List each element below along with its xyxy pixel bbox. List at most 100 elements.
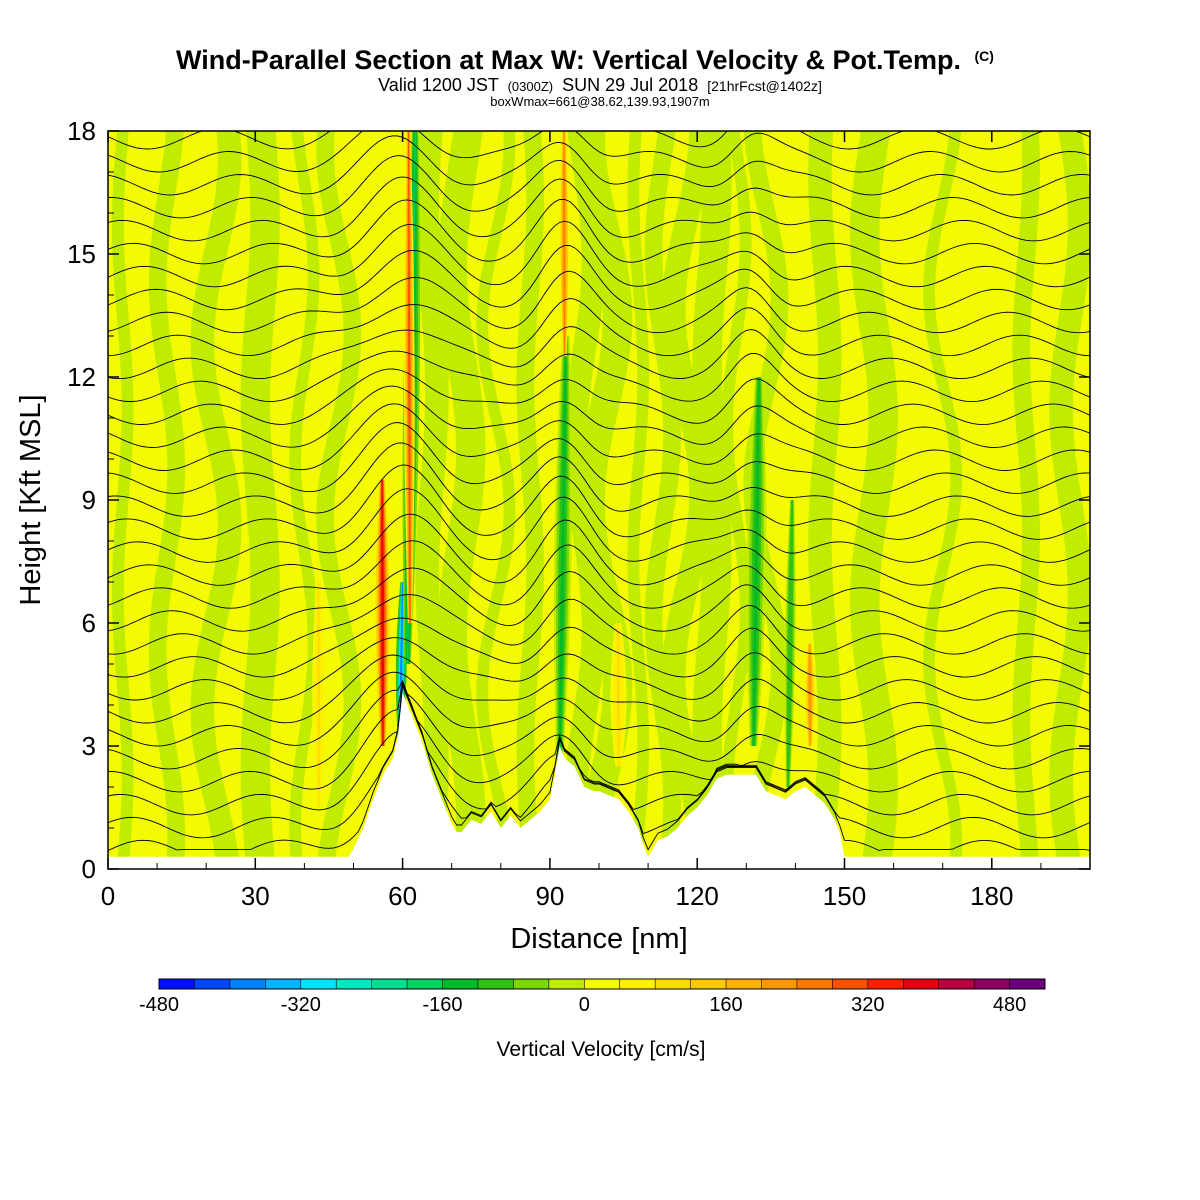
theta-contour	[108, 220, 1090, 288]
weak-velocity-band	[627, 131, 650, 869]
y-tick-label: 15	[67, 239, 96, 269]
x-tick-label: 180	[970, 881, 1013, 911]
copyright-mark: (C)	[975, 48, 994, 64]
theta-contour	[108, 442, 1090, 517]
theta-contour	[108, 198, 1090, 265]
theta-contour	[108, 540, 1090, 609]
colorbar-swatch	[478, 979, 514, 989]
theta-contour	[108, 513, 1090, 586]
weak-velocity-band	[476, 131, 516, 869]
weak-velocity-band	[661, 131, 713, 869]
colorbar-swatch	[867, 979, 904, 989]
title-main: Wind-Parallel Section at Max W: Vertical…	[176, 45, 961, 75]
theta-contours	[108, 131, 1090, 851]
weak-velocity-band	[415, 131, 449, 869]
subtitle-date: SUN 29 Jul 2018	[562, 75, 698, 95]
theta-contour	[108, 671, 1090, 747]
colorbar-swatch	[407, 979, 443, 989]
weak-velocity-band	[112, 131, 134, 869]
y-axis: 0 3 6 9 12 15 18	[67, 116, 1090, 884]
colorbar-tick-label: 0	[579, 994, 590, 1016]
colorbar-tick-label: -160	[422, 994, 462, 1016]
y-tick-label: 18	[67, 116, 96, 146]
weak-velocity-band	[240, 131, 280, 869]
y-tick-label: 12	[67, 362, 96, 392]
colorbar-swatch	[265, 979, 302, 989]
theta-contour	[108, 464, 1090, 540]
svg-text:Wind-Parallel Section at Max W: Wind-Parallel Section at Max W: Vertical…	[176, 45, 994, 75]
x-tick-label: 150	[823, 881, 866, 911]
colorbar-swatch	[832, 979, 869, 989]
weak-velocity-band	[316, 131, 362, 869]
weak-velocity-band	[516, 131, 544, 869]
velocity-bands	[112, 131, 1090, 869]
x-tick-label: 30	[241, 881, 270, 911]
subtitle-utc: (0300Z)	[508, 79, 554, 94]
theta-contour	[108, 298, 1090, 357]
y-tick-label: 3	[82, 731, 96, 761]
subtitle-forecast: [21hrFcst@1402z]	[707, 78, 822, 94]
velocity-cells	[312, 131, 816, 808]
colorbar: -480 -320 -160 0 160 320 480	[139, 978, 1046, 1016]
colorbar-swatch	[300, 979, 337, 989]
terrain	[108, 692, 1090, 869]
colorbar-swatch	[974, 979, 1010, 989]
updraft-cell	[317, 582, 320, 808]
weak-velocity-band	[923, 131, 963, 869]
colorbar-tick-label: 480	[993, 994, 1026, 1016]
theta-contour	[108, 135, 1090, 196]
colorbar-swatch	[336, 979, 373, 989]
x-tick-label: 90	[535, 881, 564, 911]
plot-area	[108, 131, 1090, 869]
colorbar-swatch	[761, 979, 798, 989]
colorbar-tick-label: 160	[709, 994, 742, 1016]
x-tick-label: 0	[101, 881, 115, 911]
theta-contour	[108, 594, 1090, 655]
y-tick-label: 6	[82, 608, 96, 638]
weak-velocity-band	[1012, 131, 1040, 869]
colorbar-frame	[158, 978, 1046, 990]
weak-velocity-band	[289, 131, 320, 869]
colorbar-title: Vertical Velocity [cm/s]	[497, 1038, 706, 1061]
subtitle-valid: Valid 1200 JST	[378, 75, 499, 95]
theta-contour	[108, 567, 1090, 632]
colorbar-swatch	[371, 979, 408, 989]
theta-contour	[108, 270, 1090, 334]
theta-contour	[108, 680, 1090, 793]
theta-contour	[108, 368, 1090, 426]
theta-contour	[108, 403, 1090, 471]
colorbar-swatch	[194, 979, 231, 989]
colorbar-swatch	[655, 979, 692, 989]
colorbar-swatch	[619, 979, 656, 989]
weak-velocity-band	[808, 131, 842, 869]
updraft-cell	[408, 131, 411, 623]
theta-contour	[108, 131, 1090, 173]
downdraft-cell	[559, 336, 567, 767]
colorbar-swatch	[690, 979, 727, 989]
colorbar-swatch	[938, 979, 975, 989]
colorbar-tick-label: -480	[139, 994, 179, 1016]
colorbar-swatch	[1009, 979, 1046, 989]
theta-contour	[108, 654, 1090, 724]
theta-contour	[108, 684, 1090, 839]
y-tick-label: 9	[82, 485, 96, 515]
updraft-cell	[809, 643, 811, 746]
downdraft-cell	[753, 377, 760, 746]
theta-contour	[108, 245, 1090, 311]
theta-contour	[108, 131, 1090, 150]
colorbar-swatch	[513, 979, 550, 989]
title-block: Wind-Parallel Section at Max W: Vertical…	[176, 45, 994, 109]
weak-velocity-band	[692, 131, 732, 869]
colorbar-swatch	[442, 979, 479, 989]
weak-velocity-band	[190, 131, 242, 869]
theta-contour	[108, 685, 1090, 851]
weak-velocity-band	[644, 131, 681, 869]
weak-velocity-band	[1049, 131, 1090, 869]
theta-contour	[108, 683, 1090, 816]
colorbar-swatch	[903, 979, 940, 989]
theta-contour	[108, 422, 1090, 494]
x-axis-label: Distance [nm]	[510, 923, 687, 955]
colorbar-swatch	[726, 979, 762, 989]
y-axis-label: Height [Kft MSL]	[15, 394, 47, 605]
